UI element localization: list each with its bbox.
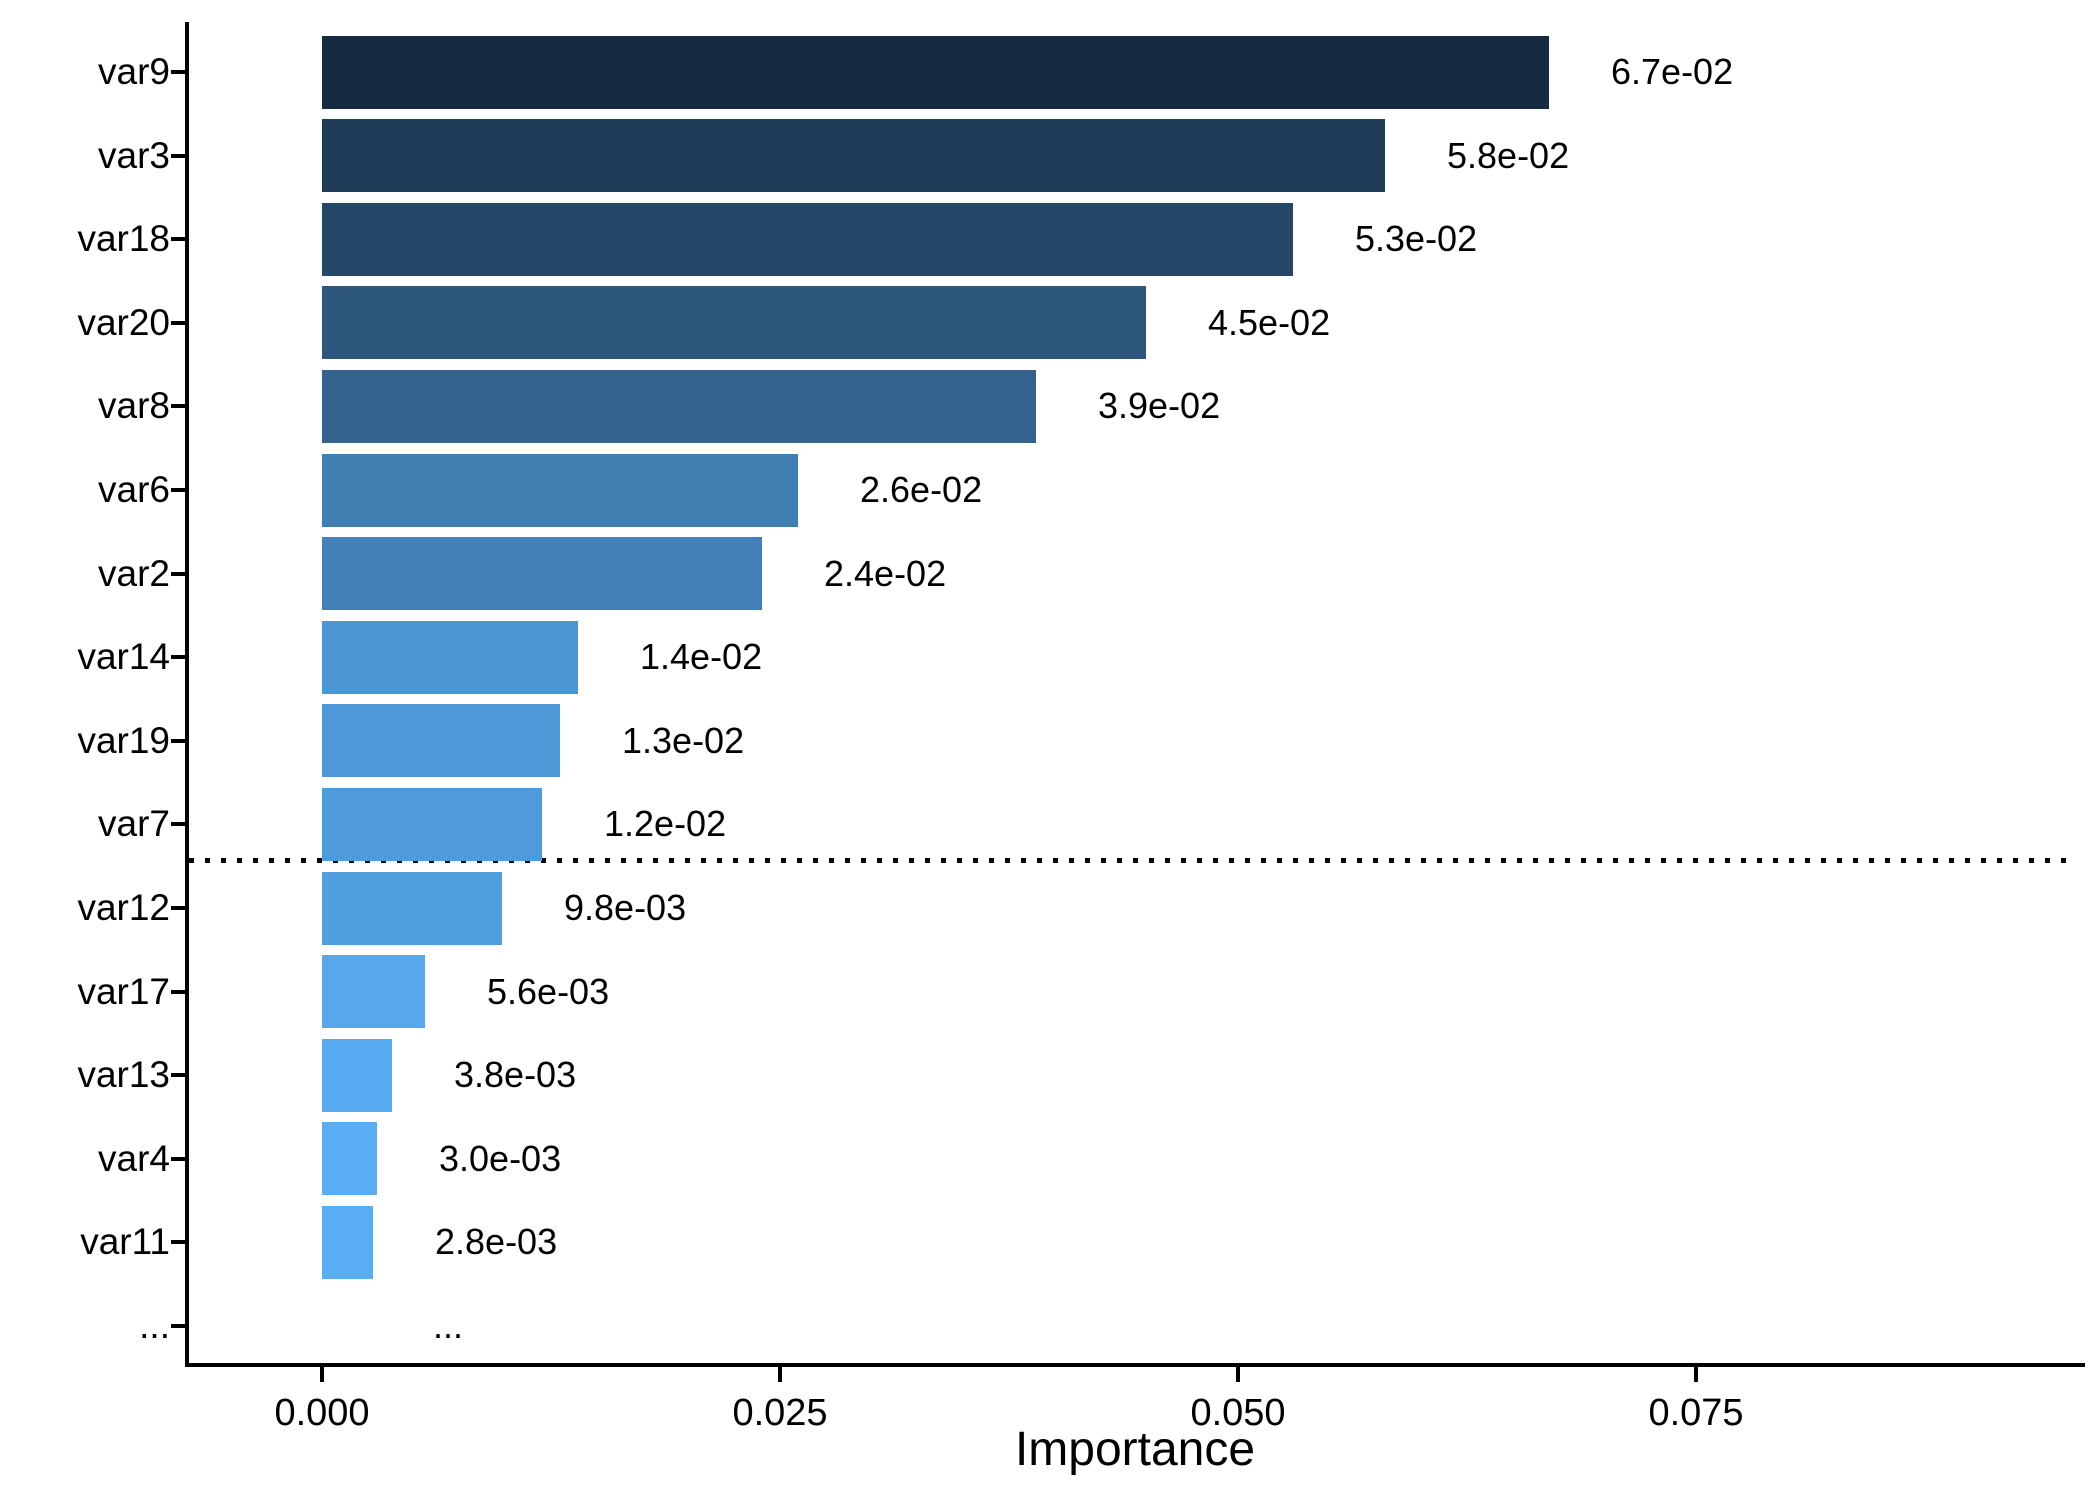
x-axis-line (185, 1363, 2085, 1367)
bar-var11 (322, 1205, 373, 1279)
bar-value-label-var8: 3.9e-02 (1098, 385, 1221, 427)
x-axis-title: Importance (1014, 1423, 1256, 1476)
y-tick-mark-var6 (171, 488, 187, 492)
y-tick-label-var7: var7 (98, 803, 170, 845)
y-tick-label-var11: var11 (80, 1221, 170, 1263)
bar-var2 (322, 537, 762, 611)
x-tick-label-0.000: 0.000 (274, 1392, 370, 1434)
y-tick-label-var18: var18 (77, 218, 170, 260)
bar-var9 (322, 35, 1549, 109)
bar-value-label-var4: 3.0e-03 (439, 1137, 562, 1179)
bar-var12 (322, 871, 502, 945)
bar-value-label-var3: 5.8e-02 (1447, 134, 1570, 176)
bar-value-label-var9: 6.7e-02 (1611, 51, 1734, 92)
y-tick-mark-var4 (171, 1156, 187, 1161)
bar-value-label-var20: 4.5e-02 (1208, 301, 1331, 343)
bar-var7 (322, 787, 542, 861)
x-tick-label-0.025: 0.025 (732, 1392, 828, 1434)
ellipsis-panel-label: ... (433, 1305, 464, 1346)
bar-var17 (322, 955, 425, 1029)
bar-value-label-var6: 2.6e-02 (860, 469, 983, 510)
y-tick-mark-ellipsis (171, 1324, 187, 1328)
bar-value-label-var11: 2.8e-03 (435, 1221, 558, 1263)
y-axis-line (185, 22, 189, 1367)
x-tick-mark-0.025 (778, 1367, 782, 1382)
y-tick-mark-var11 (171, 1240, 187, 1245)
bar-var4 (322, 1122, 377, 1196)
bar-value-label-var13: 3.8e-03 (454, 1054, 577, 1096)
y-tick-mark-var18 (171, 237, 187, 242)
y-tick-label-var20: var20 (77, 301, 170, 343)
bar-var19 (322, 704, 560, 778)
y-tick-mark-var7 (171, 822, 187, 827)
threshold-dotted-line (189, 858, 2077, 863)
y-tick-label-var4: var4 (98, 1137, 170, 1179)
bar-value-label-var12: 9.8e-03 (564, 887, 687, 928)
bar-var6 (322, 453, 798, 527)
y-tick-label-var3: var3 (98, 134, 170, 176)
bar-value-label-var14: 1.4e-02 (640, 636, 763, 678)
y-tick-mark-var3 (171, 153, 187, 158)
bar-var18 (322, 202, 1293, 276)
x-tick-mark-0.000 (320, 1367, 324, 1382)
bar-value-label-var2: 2.4e-02 (824, 552, 947, 594)
y-tick-label-var9: var9 (98, 51, 170, 92)
bar-var13 (322, 1038, 392, 1112)
x-tick-label-0.050: 0.050 (1190, 1392, 1286, 1434)
bar-value-label-var18: 5.3e-02 (1355, 218, 1478, 260)
y-tick-mark-var8 (171, 404, 187, 409)
x-tick-mark-0.050 (1236, 1367, 1240, 1382)
bar-var20 (322, 286, 1146, 360)
x-tick-label-0.075: 0.075 (1648, 1392, 1744, 1434)
y-tick-label-var19: var19 (77, 719, 170, 761)
y-tick-mark-var12 (171, 906, 187, 910)
y-tick-label-var2: var2 (98, 552, 170, 594)
y-tick-mark-var2 (171, 571, 187, 576)
y-tick-mark-var14 (171, 655, 187, 660)
y-tick-label-var17: var17 (77, 970, 170, 1012)
bar-value-label-var19: 1.3e-02 (622, 719, 745, 761)
y-tick-mark-var19 (171, 738, 187, 743)
y-tick-label-var13: var13 (77, 1054, 170, 1096)
ellipsis-y-label: ... (139, 1305, 170, 1346)
y-tick-mark-var17 (171, 989, 187, 994)
bar-value-label-var17: 5.6e-03 (487, 970, 610, 1012)
bar-var3 (322, 119, 1385, 193)
y-tick-mark-var13 (171, 1073, 187, 1078)
y-tick-mark-var9 (171, 70, 187, 74)
bar-var14 (322, 620, 578, 694)
bar-value-label-var7: 1.2e-02 (604, 803, 727, 845)
y-tick-label-var12: var12 (77, 887, 170, 928)
y-tick-label-var6: var6 (98, 469, 170, 510)
y-tick-mark-var20 (171, 320, 187, 325)
y-tick-label-var8: var8 (98, 385, 170, 427)
bar-var8 (322, 369, 1036, 443)
y-tick-label-var14: var14 (77, 636, 170, 678)
x-tick-mark-0.075 (1694, 1367, 1698, 1382)
